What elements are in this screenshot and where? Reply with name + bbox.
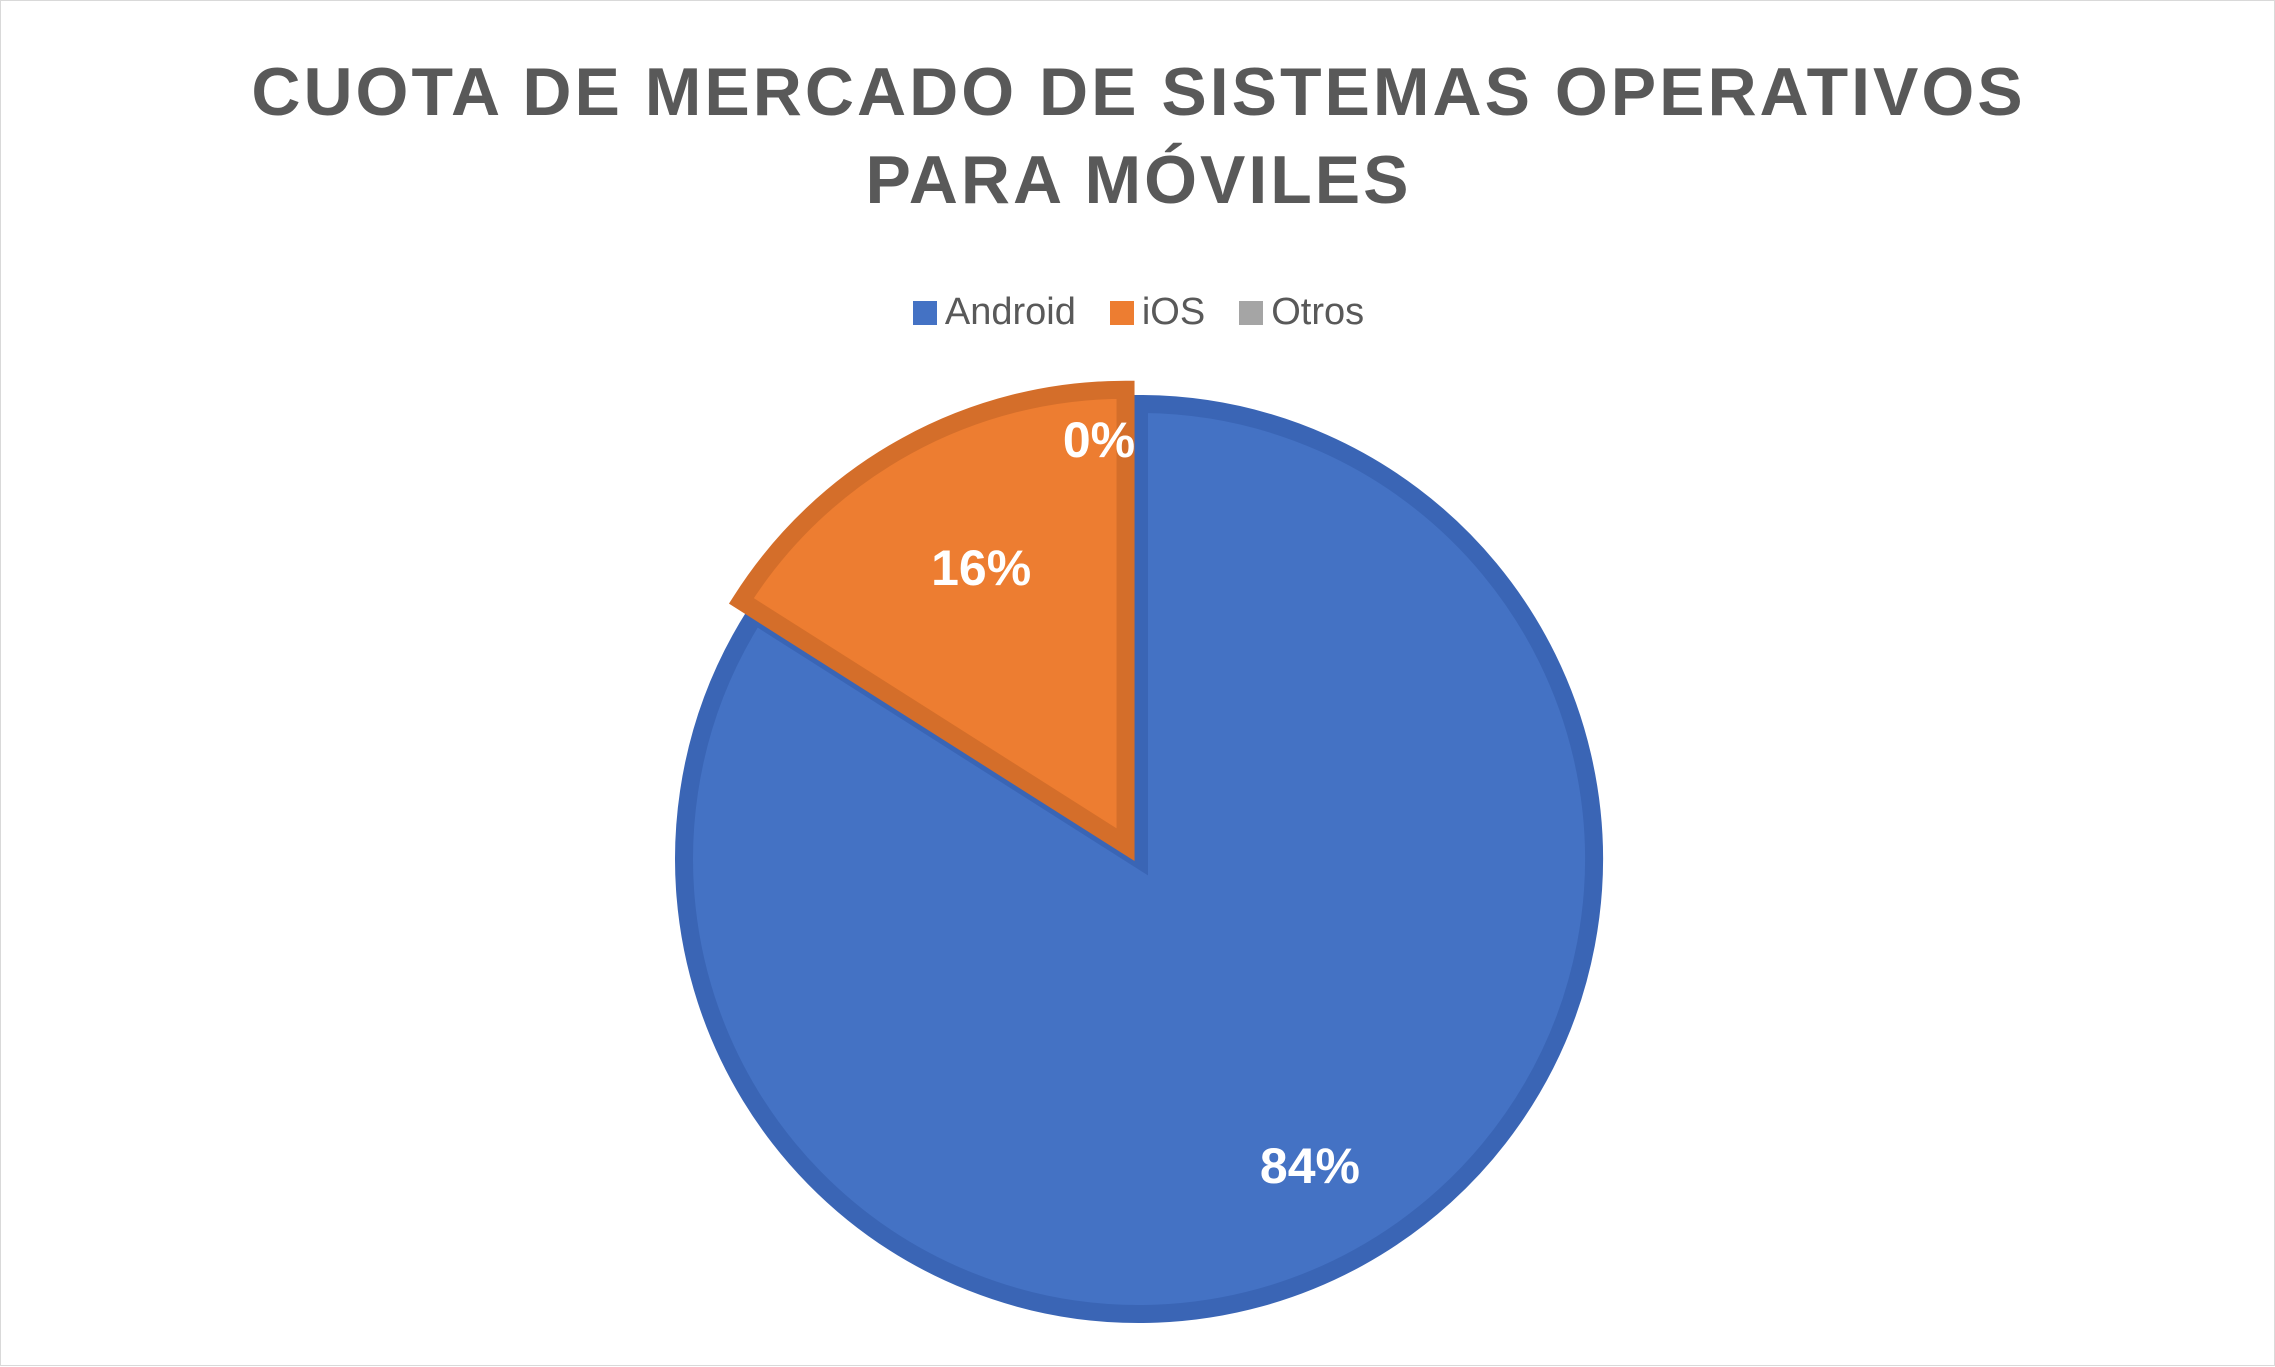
- legend-item-otros: Otros: [1239, 291, 1364, 334]
- legend-swatch-android: [912, 300, 937, 325]
- pie-slice-ios: [728, 380, 1135, 862]
- legend-label-ios: iOS: [1141, 291, 1206, 333]
- chart-title-line-2: PARA MÓVILES: [865, 142, 1412, 218]
- legend-swatch-otros: [1239, 300, 1264, 325]
- pie-slice-android: [675, 394, 1603, 1323]
- data-label-ios: 16%: [931, 540, 1031, 596]
- data-label-otros: 0%: [1063, 412, 1135, 468]
- legend-label-otros: Otros: [1271, 291, 1365, 333]
- chart-title-line-1: CUOTA DE MERCADO DE SISTEMAS OPERATIVOS: [251, 54, 2026, 130]
- legend-label-android: Android: [944, 291, 1076, 333]
- legend-swatch-ios: [1109, 300, 1134, 325]
- legend-item-android: Android: [912, 291, 1076, 334]
- legend: Android iOS Otros: [1, 291, 2275, 334]
- data-label-android: 84%: [1260, 1138, 1360, 1194]
- legend-item-ios: iOS: [1109, 291, 1206, 334]
